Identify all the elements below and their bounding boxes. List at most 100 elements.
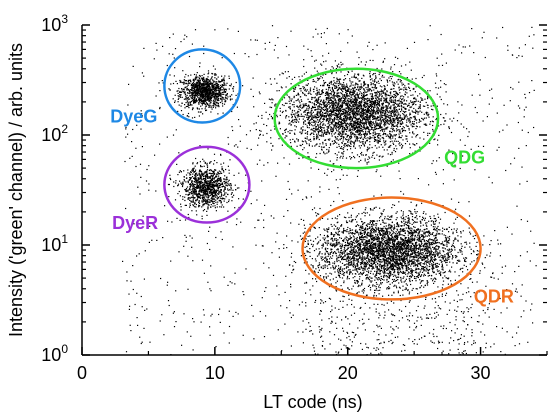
data-point (378, 143, 379, 144)
data-point (316, 88, 317, 89)
data-point (355, 141, 356, 142)
data-point (187, 100, 188, 101)
data-point (406, 136, 407, 137)
data-point (376, 128, 377, 129)
data-point (338, 133, 339, 134)
data-point (300, 110, 301, 111)
data-point (302, 144, 303, 145)
data-point (389, 110, 390, 111)
data-point (225, 100, 226, 101)
data-point (331, 94, 332, 95)
data-point (384, 58, 385, 59)
data-point (394, 82, 395, 83)
data-point (341, 105, 342, 106)
data-point (396, 148, 397, 149)
data-point (407, 106, 408, 107)
data-point (211, 77, 212, 78)
data-point (387, 79, 388, 80)
data-point (313, 128, 314, 129)
data-point (360, 122, 361, 123)
data-point (193, 205, 194, 206)
data-point (323, 134, 324, 135)
data-point (401, 110, 402, 111)
data-point (379, 109, 380, 110)
data-point (215, 94, 216, 95)
data-point (266, 133, 267, 134)
data-point (402, 95, 403, 96)
data-point (392, 104, 393, 105)
data-point (350, 123, 351, 124)
data-point (306, 72, 307, 73)
data-point (344, 94, 345, 95)
data-point (347, 146, 348, 147)
data-point (182, 91, 183, 92)
data-point (423, 139, 424, 140)
data-point (325, 95, 326, 96)
data-point (396, 125, 397, 126)
data-point (385, 96, 386, 97)
data-point (367, 147, 368, 148)
data-point (318, 133, 319, 134)
data-point (369, 98, 370, 99)
data-point (338, 102, 339, 103)
data-point (322, 112, 323, 113)
data-point (199, 86, 200, 87)
data-point (212, 109, 213, 110)
data-point (198, 104, 199, 105)
data-point (343, 111, 344, 112)
data-point (320, 111, 321, 112)
data-point (406, 89, 407, 90)
data-point (380, 112, 381, 113)
data-point (187, 86, 188, 87)
data-point (303, 88, 304, 89)
data-point (379, 95, 380, 96)
data-point (207, 93, 208, 94)
data-point (320, 76, 321, 77)
data-point (233, 91, 234, 92)
data-point (352, 88, 353, 89)
data-point (321, 108, 322, 109)
data-point (355, 91, 356, 92)
data-point (345, 96, 346, 97)
data-point (276, 90, 277, 91)
data-point (413, 108, 414, 109)
data-point (384, 129, 385, 130)
data-point (353, 117, 354, 118)
data-point (404, 117, 405, 118)
data-point (319, 106, 320, 107)
data-point (392, 71, 393, 72)
data-point (392, 76, 393, 77)
data-point (371, 137, 372, 138)
data-point (220, 173, 221, 174)
data-point (334, 143, 335, 144)
data-point (384, 125, 385, 126)
data-point (340, 101, 341, 102)
data-point (347, 103, 348, 104)
data-point (194, 83, 195, 84)
data-point (369, 144, 370, 145)
data-point (343, 145, 344, 146)
data-point (175, 100, 176, 101)
data-point (177, 83, 178, 84)
data-point (201, 179, 202, 180)
data-point (333, 80, 334, 81)
data-point (372, 80, 373, 81)
data-point (380, 119, 381, 120)
data-point (181, 92, 182, 93)
data-point (343, 118, 344, 119)
data-point (357, 129, 358, 130)
data-point (195, 92, 196, 93)
data-point (370, 82, 371, 83)
data-point (205, 108, 206, 109)
data-point (195, 206, 196, 207)
data-point (414, 144, 415, 145)
data-point (198, 89, 199, 90)
data-point (369, 118, 370, 119)
data-point (224, 104, 225, 105)
data-point (443, 103, 444, 104)
data-point (181, 206, 182, 207)
data-point (377, 68, 378, 69)
data-point (219, 187, 220, 188)
data-point (179, 172, 180, 173)
data-point (364, 100, 365, 101)
